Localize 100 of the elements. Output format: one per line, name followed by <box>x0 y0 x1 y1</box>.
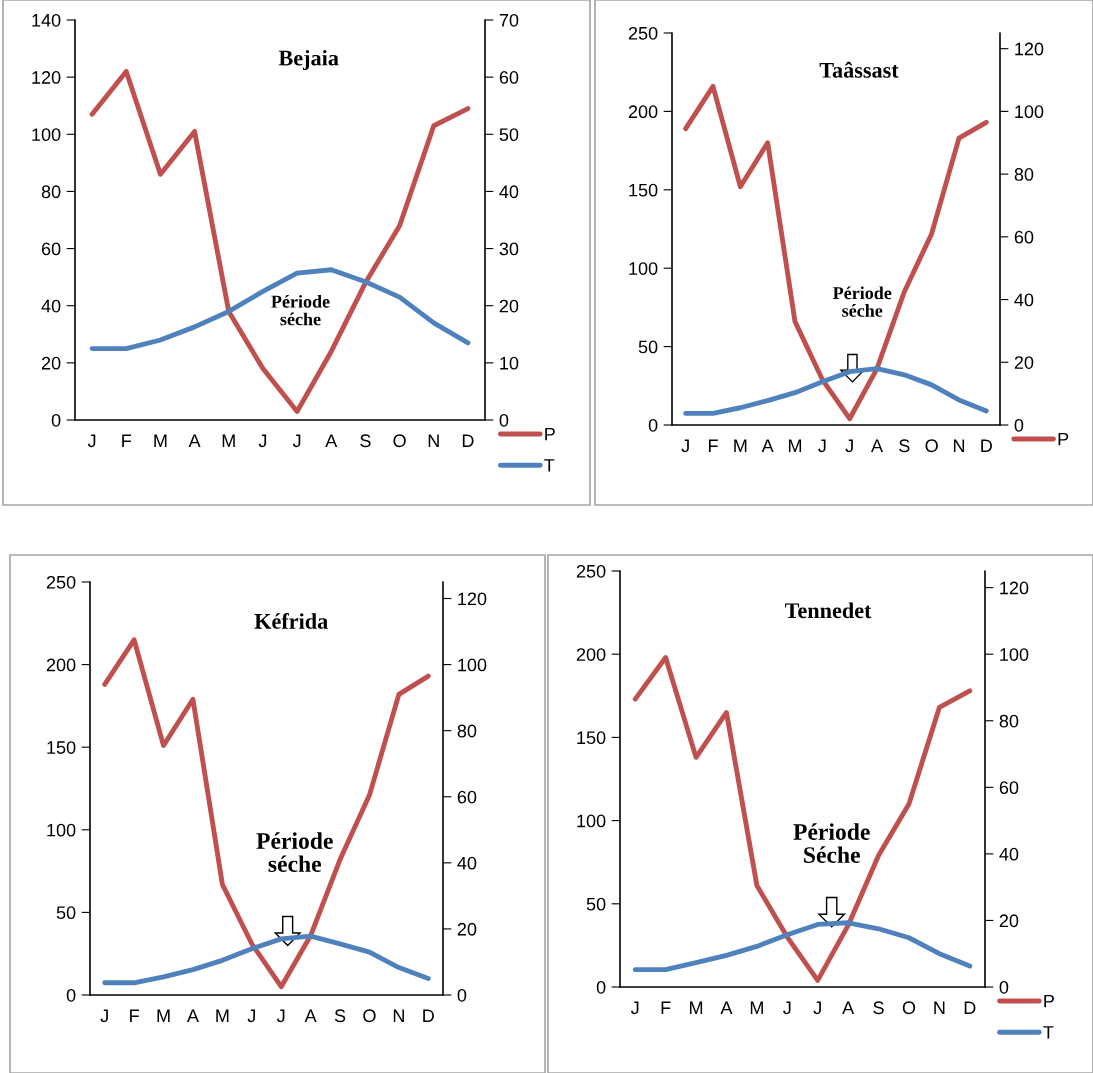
y2-tick-label: 70 <box>499 13 519 27</box>
x-tick-label: J <box>100 1009 108 1023</box>
x-tick-label: M <box>690 1001 703 1014</box>
y-tick-label: 20 <box>41 356 61 370</box>
y2-tick-label: 20 <box>999 914 1019 928</box>
x-tick-label: F <box>708 439 718 452</box>
x-tick-label: F <box>122 434 132 447</box>
y-tick-label: 100 <box>32 128 61 142</box>
x-tick-label: N <box>393 1009 404 1022</box>
x-tick-label: M <box>222 434 235 447</box>
annotation: Période Séche <box>793 823 870 863</box>
y2-tick-label: 50 <box>499 128 519 142</box>
x-tick-label: J <box>783 1001 791 1015</box>
x-tick-label: M <box>750 1001 763 1014</box>
line-series <box>102 637 431 990</box>
x-tick-label: J <box>258 434 267 448</box>
x-tick-label: O <box>925 439 938 453</box>
y2-tick-label: 20 <box>1014 356 1034 369</box>
y2-tick-label: 60 <box>457 790 477 804</box>
x-tick-label: N <box>428 434 439 447</box>
y-tick-label: 80 <box>41 185 61 199</box>
y2-tick-label: 0 <box>457 988 467 1002</box>
x-tick-label: A <box>720 1001 733 1014</box>
line-series <box>632 920 973 973</box>
line-series <box>683 366 989 416</box>
x-tick-label: J <box>87 434 96 448</box>
x-tick-label: D <box>423 1009 434 1022</box>
text: Kéfrida <box>254 613 328 629</box>
y-tick-label: 140 <box>32 13 61 27</box>
x-tick-label: M <box>216 1009 229 1022</box>
y-tick-label: 150 <box>47 741 76 754</box>
y2-tick-label: 100 <box>1015 105 1044 119</box>
y2-tick-label: 40 <box>499 185 519 199</box>
x-tick-label: A <box>871 439 883 452</box>
x-tick-label: A <box>188 434 201 447</box>
y2-tick-label: 80 <box>1014 168 1034 181</box>
y-tick-label: 250 <box>576 564 606 578</box>
annotation: Période séche <box>271 294 330 326</box>
x-tick-label: J <box>276 1009 285 1023</box>
y2-tick-label: 120 <box>1000 581 1029 595</box>
y-tick-label: 0 <box>648 418 658 432</box>
legend-label: P <box>545 427 555 441</box>
x-tick-label: J <box>818 439 826 453</box>
x-tick-label: D <box>462 434 474 447</box>
line-series <box>89 69 471 414</box>
y-tick-label: 0 <box>66 988 76 1002</box>
y-tick-label: 40 <box>41 299 61 313</box>
y2-tick-label: 120 <box>458 592 487 606</box>
x-tick-label: N <box>934 1001 945 1014</box>
text: Bejaia <box>278 49 339 71</box>
y2-tick-label: 0 <box>1014 418 1024 432</box>
y-tick-label: 200 <box>628 105 658 119</box>
y2-tick-label: 100 <box>1000 648 1029 661</box>
y2-tick-label: 60 <box>999 781 1019 795</box>
text: Tennedet <box>784 602 872 619</box>
y-tick-label: 50 <box>638 340 658 354</box>
y2-tick-label: 20 <box>499 299 519 313</box>
x-tick-label: F <box>130 1009 139 1022</box>
annotation: Période séche <box>832 286 892 317</box>
x-tick-label: N <box>953 439 965 452</box>
y-tick-label: 200 <box>576 648 606 661</box>
x-tick-label: M <box>154 434 167 447</box>
text: Taâssast <box>819 61 899 78</box>
x-tick-label: D <box>981 439 992 452</box>
y2-tick-label: 20 <box>457 922 477 936</box>
y2-tick-label: 40 <box>457 856 477 870</box>
y-tick-label: 50 <box>56 906 76 920</box>
y2-tick-label: 120 <box>1015 42 1044 56</box>
y2-tick-label: 100 <box>458 658 487 672</box>
legend-label: T <box>544 459 555 472</box>
x-tick-label: A <box>325 434 338 447</box>
x-tick-label: J <box>630 1001 639 1015</box>
line-series <box>683 83 989 422</box>
x-tick-label: S <box>873 1001 884 1015</box>
legend-label: T <box>1043 1026 1054 1039</box>
x-tick-label: O <box>393 434 406 448</box>
y-tick-label: 120 <box>32 71 61 84</box>
x-tick-label: A <box>186 1009 199 1022</box>
y2-tick-label: 60 <box>499 71 519 84</box>
y2-tick-label: 30 <box>499 242 519 256</box>
y-tick-label: 100 <box>577 814 606 828</box>
y-tick-label: 100 <box>47 823 76 837</box>
y-tick-label: 100 <box>629 262 658 275</box>
x-tick-label: J <box>681 439 689 453</box>
x-tick-label: A <box>304 1009 317 1022</box>
y2-tick-label: 80 <box>999 714 1019 728</box>
y-tick-label: 0 <box>51 413 61 427</box>
y2-tick-label: 60 <box>1014 230 1034 244</box>
x-tick-label: A <box>761 439 774 452</box>
y2-tick-label: 10 <box>500 356 519 370</box>
y-tick-label: 0 <box>596 980 606 994</box>
line-series <box>102 933 431 986</box>
x-tick-label: M <box>788 439 802 452</box>
y-tick-label: 200 <box>46 658 76 672</box>
y-tick-label: 60 <box>41 242 61 256</box>
y-tick-label: 150 <box>577 731 606 745</box>
y2-tick-label: 0 <box>499 413 509 427</box>
y-tick-label: 250 <box>46 575 76 589</box>
line-series <box>89 267 471 351</box>
legend-label: P <box>1044 994 1054 1008</box>
